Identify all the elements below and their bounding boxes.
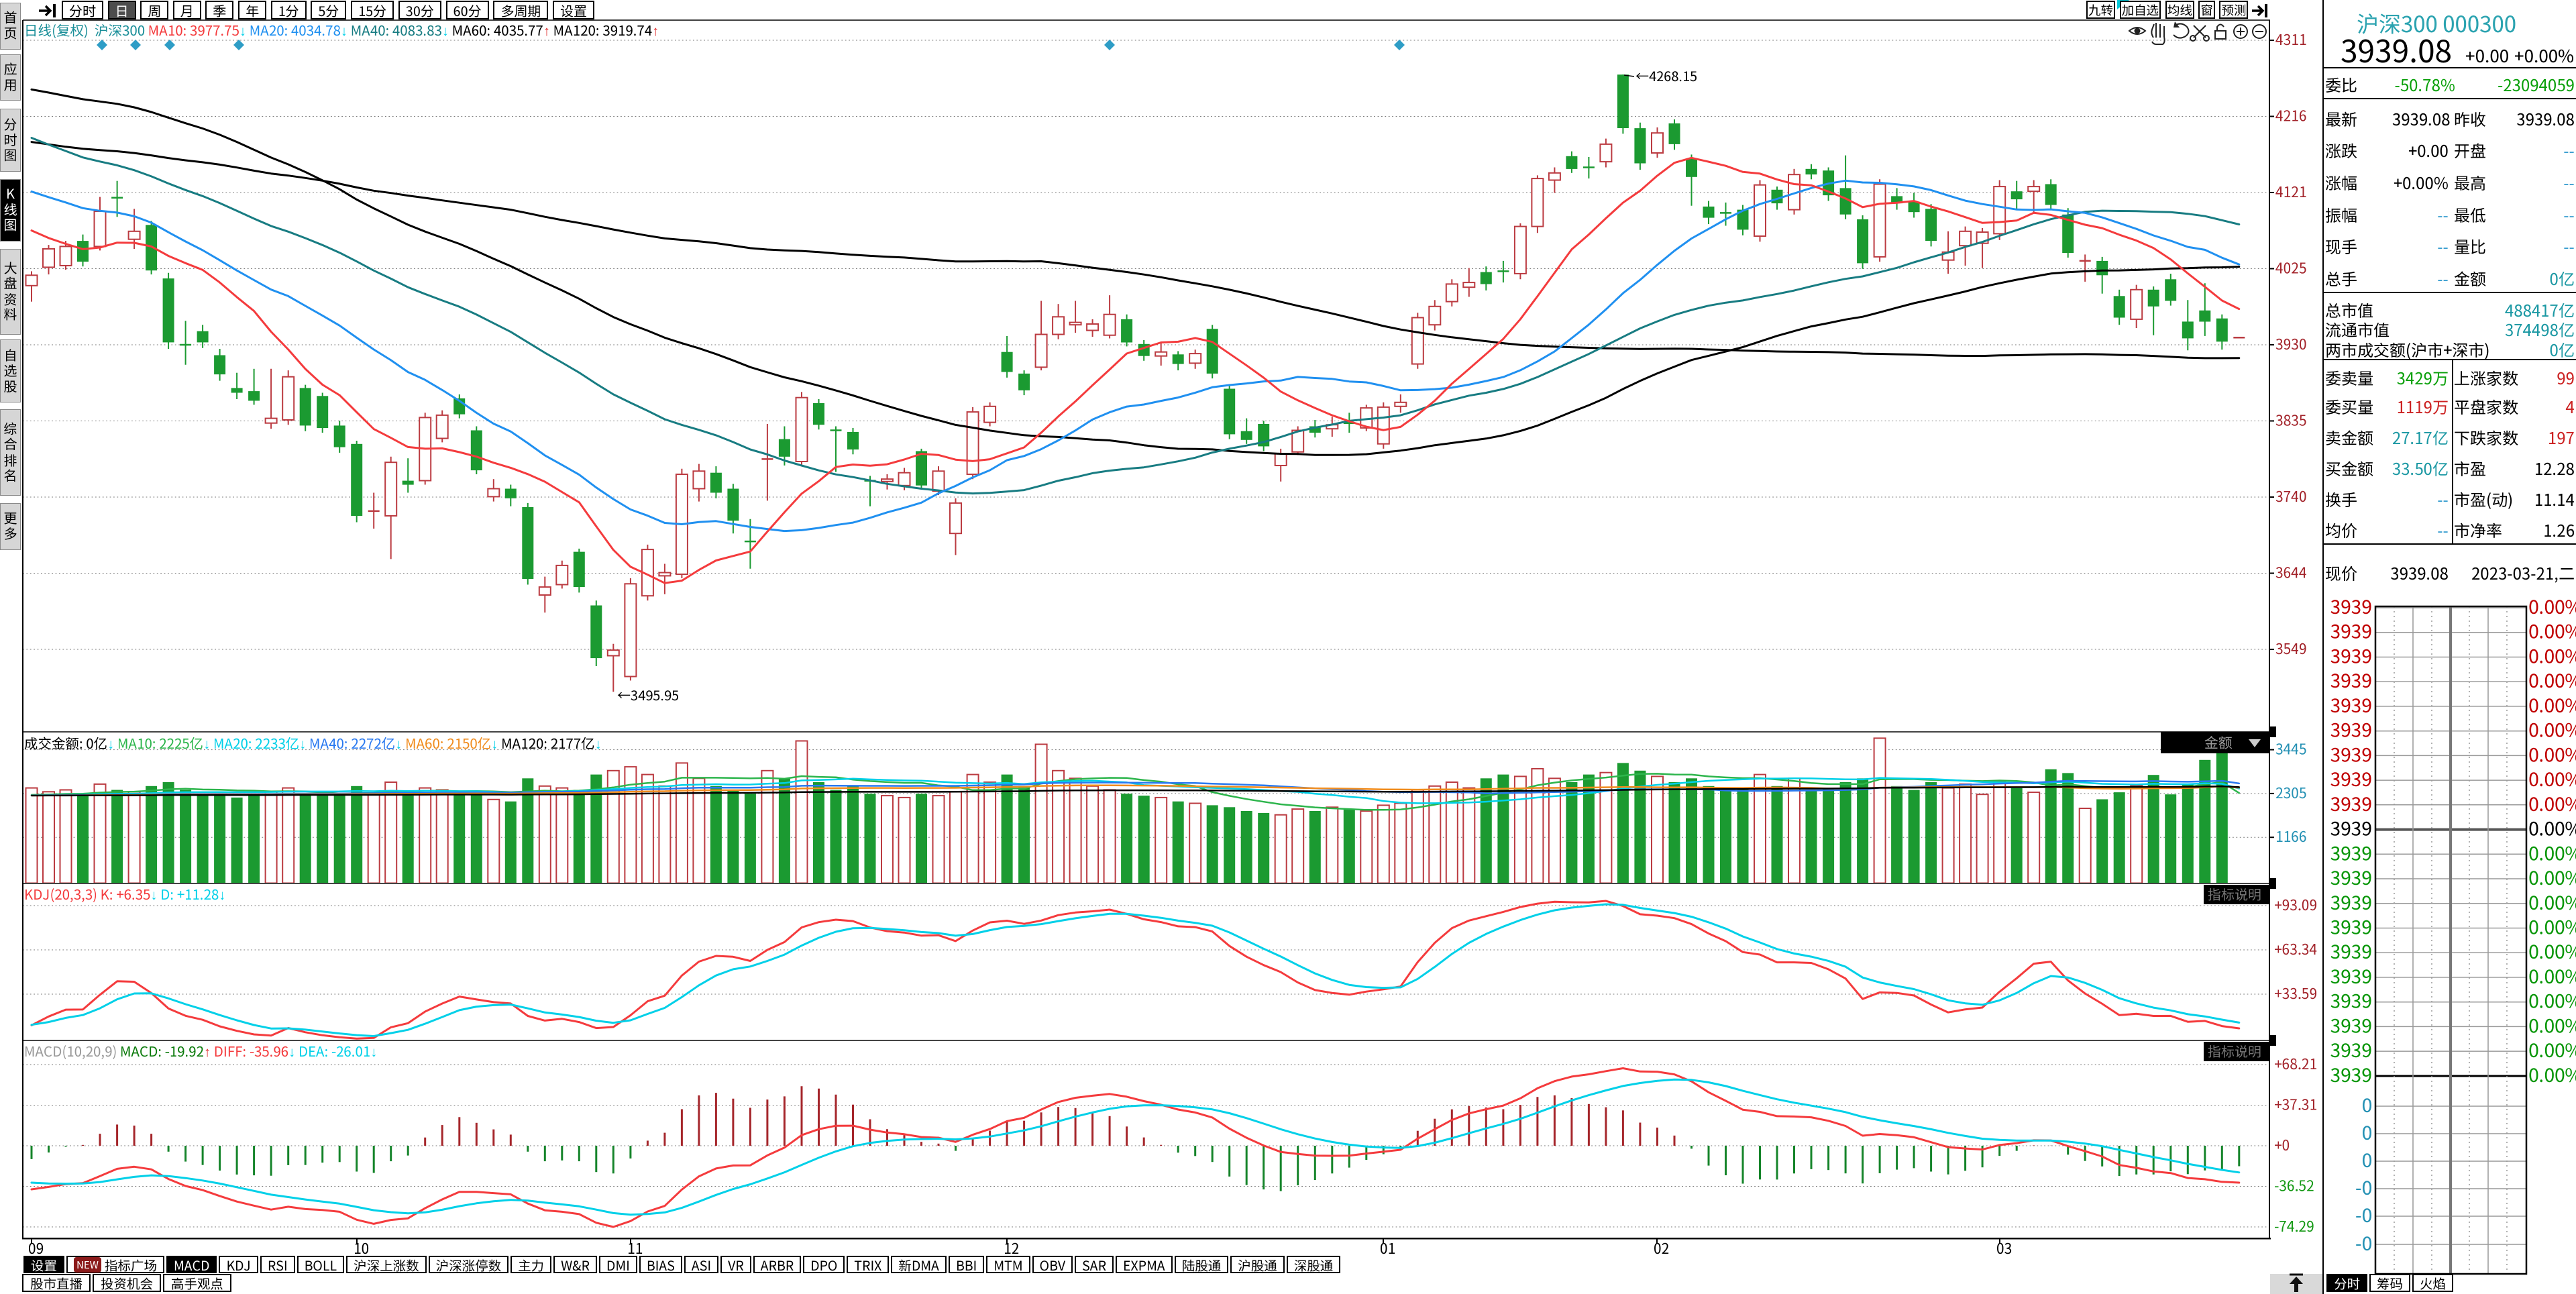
svg-text:0.00%: 0.00% bbox=[2528, 741, 2576, 767]
svg-text:11: 11 bbox=[627, 1238, 643, 1258]
svg-text:0.00%: 0.00% bbox=[2528, 1036, 2576, 1063]
svg-text:0.00%: 0.00% bbox=[2528, 692, 2576, 718]
svg-text:3939: 3939 bbox=[2330, 815, 2372, 842]
svg-text:指标说明: 指标说明 bbox=[2208, 884, 2261, 904]
svg-text:←4268.15: ←4268.15 bbox=[1635, 66, 1697, 85]
svg-text:0.00%: 0.00% bbox=[2528, 914, 2576, 940]
svg-text:0.00%: 0.00% bbox=[2528, 1061, 2576, 1088]
svg-text:0.00%: 0.00% bbox=[2528, 864, 2576, 891]
svg-text:-0: -0 bbox=[2355, 1230, 2372, 1256]
svg-text:4311: 4311 bbox=[2275, 30, 2307, 50]
svg-text:3939: 3939 bbox=[2330, 1036, 2372, 1063]
svg-text:01: 01 bbox=[1380, 1238, 1395, 1258]
svg-text:0: 0 bbox=[2361, 1091, 2372, 1118]
svg-text:指标说明: 指标说明 bbox=[2208, 1041, 2261, 1061]
svg-text:3939: 3939 bbox=[2330, 1061, 2372, 1088]
svg-text:0.00%: 0.00% bbox=[2528, 790, 2576, 817]
svg-text:1166: 1166 bbox=[2275, 826, 2307, 847]
svg-text:0.00%: 0.00% bbox=[2528, 1012, 2576, 1038]
svg-text:3445: 3445 bbox=[2275, 739, 2307, 759]
svg-text:10: 10 bbox=[354, 1238, 369, 1258]
svg-text:MACD(10,20,9) MACD: -19.92↑ DI: MACD(10,20,9) MACD: -19.92↑ DIFF: -35.96… bbox=[24, 1040, 378, 1061]
svg-text:+33.59: +33.59 bbox=[2274, 983, 2317, 1004]
svg-text:3939: 3939 bbox=[2330, 667, 2372, 694]
svg-text:0.00%: 0.00% bbox=[2528, 593, 2576, 620]
svg-text:0.00%: 0.00% bbox=[2528, 889, 2576, 916]
svg-text:0.00%: 0.00% bbox=[2528, 938, 2576, 965]
svg-text:3939: 3939 bbox=[2330, 692, 2372, 718]
svg-text:0.00%: 0.00% bbox=[2528, 839, 2576, 866]
svg-text:0.00%: 0.00% bbox=[2528, 815, 2576, 842]
svg-text:2305: 2305 bbox=[2275, 783, 2307, 803]
svg-text:3644: 3644 bbox=[2275, 563, 2307, 583]
svg-text:-0: -0 bbox=[2355, 1201, 2372, 1228]
svg-text:-0: -0 bbox=[2355, 1174, 2372, 1201]
svg-text:3930: 3930 bbox=[2275, 334, 2307, 354]
svg-text:3939: 3939 bbox=[2330, 889, 2372, 916]
svg-text:09: 09 bbox=[28, 1238, 44, 1258]
svg-text:KDJ(20,3,3) K: +6.35↓ D: +11.2: KDJ(20,3,3) K: +6.35↓ D: +11.28↓ bbox=[24, 883, 226, 904]
svg-text:02: 02 bbox=[1654, 1238, 1669, 1258]
svg-text:3939: 3939 bbox=[2330, 716, 2372, 743]
svg-text:0.00%: 0.00% bbox=[2528, 765, 2576, 792]
svg-text:0.00%: 0.00% bbox=[2528, 618, 2576, 645]
svg-text:0.00%: 0.00% bbox=[2528, 667, 2576, 694]
svg-text:日线(复权) 沪深300 MA10: 3977.75↓ M: 日线(复权) 沪深300 MA10: 3977.75↓ MA20: 4034.7… bbox=[24, 19, 659, 40]
svg-text:03: 03 bbox=[1996, 1238, 2012, 1258]
svg-text:0.00%: 0.00% bbox=[2528, 987, 2576, 1014]
svg-text:3939: 3939 bbox=[2330, 1012, 2372, 1038]
svg-text:←3495.95: ←3495.95 bbox=[617, 685, 679, 704]
svg-text:3835: 3835 bbox=[2275, 411, 2307, 431]
svg-text:0.00%: 0.00% bbox=[2528, 716, 2576, 743]
svg-text:成交金额: 0亿↓ MA10: 2225亿↓ MA20: 2: 成交金额: 0亿↓ MA10: 2225亿↓ MA20: 2233亿↓ MA40… bbox=[24, 733, 602, 753]
svg-text:12: 12 bbox=[1004, 1238, 1019, 1258]
svg-text:+63.34: +63.34 bbox=[2274, 939, 2317, 959]
svg-text:3939: 3939 bbox=[2330, 938, 2372, 965]
svg-text:3740: 3740 bbox=[2275, 486, 2307, 506]
svg-text:+68.21: +68.21 bbox=[2274, 1054, 2317, 1074]
svg-text:+93.09: +93.09 bbox=[2274, 895, 2317, 915]
svg-text:0.00%: 0.00% bbox=[2528, 963, 2576, 989]
svg-text:3939: 3939 bbox=[2330, 987, 2372, 1014]
svg-text:3549: 3549 bbox=[2275, 639, 2307, 659]
svg-text:3939: 3939 bbox=[2330, 643, 2372, 669]
svg-text:4216: 4216 bbox=[2275, 106, 2307, 126]
svg-text:3939: 3939 bbox=[2330, 839, 2372, 866]
svg-text:-74.29: -74.29 bbox=[2274, 1216, 2314, 1236]
svg-text:0: 0 bbox=[2361, 1146, 2372, 1173]
svg-text:3939: 3939 bbox=[2330, 790, 2372, 817]
svg-text:3939: 3939 bbox=[2330, 765, 2372, 792]
svg-text:3939: 3939 bbox=[2330, 963, 2372, 989]
svg-text:+0: +0 bbox=[2274, 1135, 2290, 1155]
svg-text:3939: 3939 bbox=[2330, 864, 2372, 891]
svg-text:3939: 3939 bbox=[2330, 741, 2372, 767]
svg-text:0.00%: 0.00% bbox=[2528, 643, 2576, 669]
svg-text:3939: 3939 bbox=[2330, 914, 2372, 940]
svg-text:3939: 3939 bbox=[2330, 618, 2372, 645]
svg-text:4121: 4121 bbox=[2275, 182, 2307, 202]
svg-text:4025: 4025 bbox=[2275, 258, 2307, 278]
svg-text:+37.31: +37.31 bbox=[2274, 1095, 2317, 1115]
svg-text:0: 0 bbox=[2361, 1119, 2372, 1146]
svg-text:-36.52: -36.52 bbox=[2274, 1176, 2314, 1196]
svg-text:金额: 金额 bbox=[2204, 733, 2233, 753]
svg-text:3939: 3939 bbox=[2330, 593, 2372, 620]
